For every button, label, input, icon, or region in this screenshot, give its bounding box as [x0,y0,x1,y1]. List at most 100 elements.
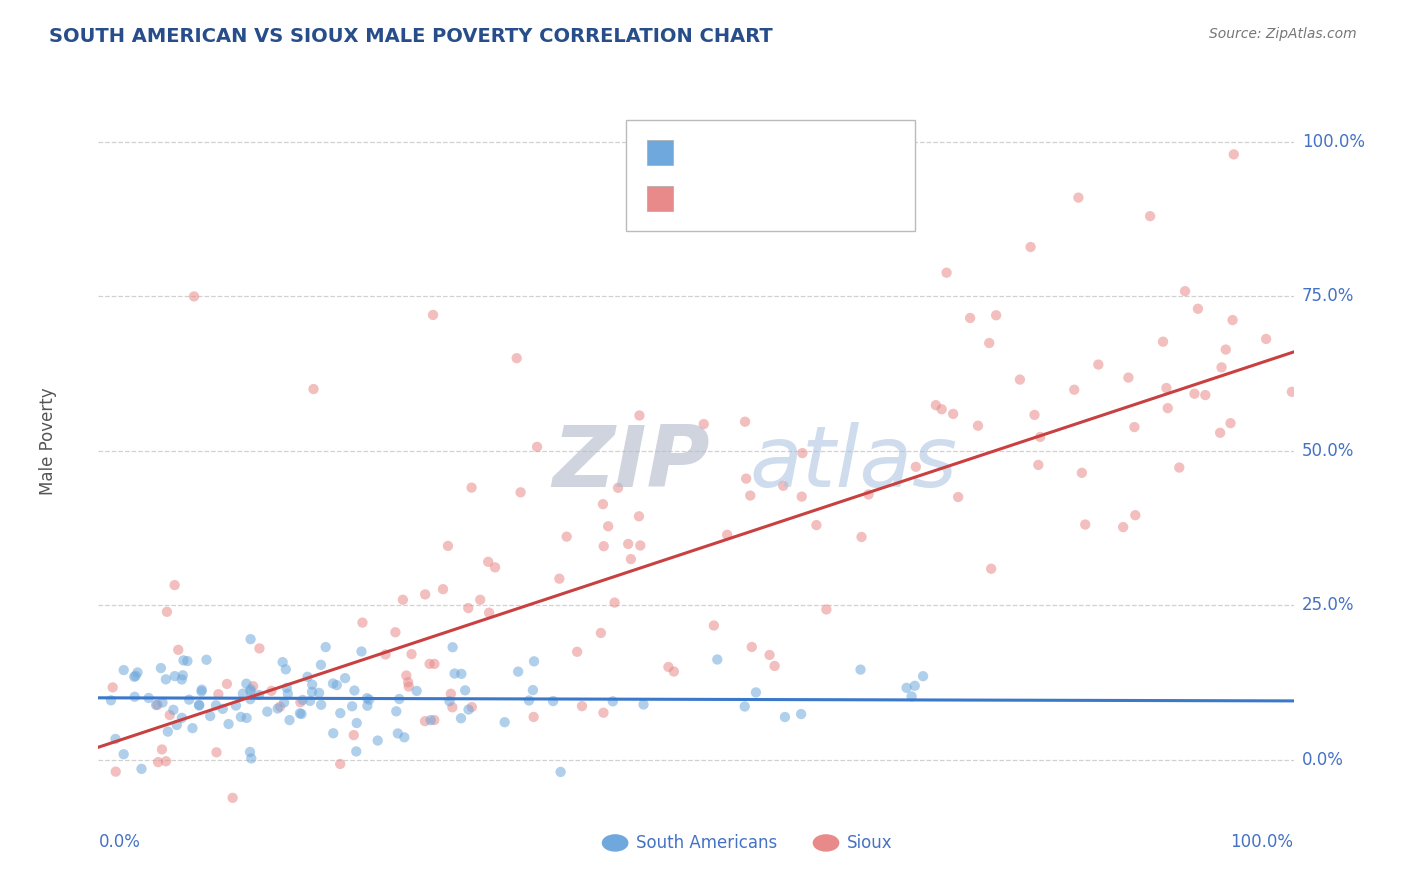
Text: 50.0%: 50.0% [1302,442,1354,459]
Point [183,289,205,303]
Point [484,560,506,574]
Point [450,711,472,725]
Text: 100.0%: 100.0% [1302,133,1365,151]
Point [127,665,149,680]
Point [163,669,186,683]
Point [343,728,366,742]
Point [1156,381,1178,395]
Point [1029,430,1052,444]
Point [288,706,311,721]
Point [716,528,738,542]
Point [124,669,146,683]
Point [439,694,461,708]
Point [979,336,1001,351]
Point [1139,209,1161,223]
Point [1157,401,1180,416]
Point [395,668,418,682]
Point [1211,360,1233,375]
Point [460,481,482,495]
Text: Male Poverty: Male Poverty [38,388,56,495]
Point [229,710,252,724]
Point [419,713,441,727]
Point [162,703,184,717]
Point [131,802,153,816]
Point [172,653,194,667]
Point [301,685,323,699]
Point [555,530,578,544]
Point [734,415,756,429]
Point [1184,386,1206,401]
Point [302,382,325,396]
Point [523,654,546,668]
Point [350,644,373,658]
Text: R =: R = [682,145,714,161]
Point [413,714,436,728]
Point [1254,332,1277,346]
Point [935,266,957,280]
Point [1174,284,1197,298]
Point [385,704,408,718]
Point [329,756,352,771]
Text: atlas: atlas [749,422,957,505]
Point [620,552,643,566]
Point [550,764,572,779]
Point [398,680,420,694]
Point [942,407,965,421]
Point [706,652,728,666]
Point [896,681,918,695]
Point [508,665,530,679]
Point [911,669,934,683]
Point [1067,191,1090,205]
Point [522,683,544,698]
Point [266,701,288,715]
Point [628,409,651,423]
Point [478,606,501,620]
Point [152,696,174,710]
Point [1024,408,1046,422]
Point [104,731,127,746]
Point [290,706,312,721]
Point [1187,301,1209,316]
Point [627,509,650,524]
Point [188,698,211,712]
Point [145,698,167,712]
Point [401,647,423,661]
Point [239,745,262,759]
Point [343,683,366,698]
Text: 75.0%: 75.0% [1302,287,1354,305]
Point [423,713,446,727]
Point [235,676,257,690]
Text: -0.040: -0.040 [718,145,772,161]
Point [181,721,204,735]
Point [461,700,484,714]
Point [443,666,465,681]
Point [239,692,262,706]
Point [235,711,257,725]
Point [124,690,146,704]
Point [392,592,415,607]
Point [155,754,177,768]
Point [218,717,240,731]
Point [413,587,436,601]
Text: Source: ZipAtlas.com: Source: ZipAtlas.com [1209,27,1357,41]
Point [297,670,319,684]
Text: R =: R = [682,191,714,205]
Point [734,699,756,714]
Point [100,693,122,707]
Point [225,698,247,713]
Point [322,676,344,690]
Point [745,685,768,699]
Point [849,663,872,677]
Point [278,713,301,727]
Point [741,640,763,654]
Text: N =: N = [785,191,820,205]
Point [205,745,228,759]
Point [1087,358,1109,372]
Point [815,602,838,616]
Point [440,687,463,701]
Point [735,472,758,486]
Point [176,654,198,668]
Text: 132: 132 [818,191,851,205]
Point [772,479,794,493]
Point [138,690,160,705]
